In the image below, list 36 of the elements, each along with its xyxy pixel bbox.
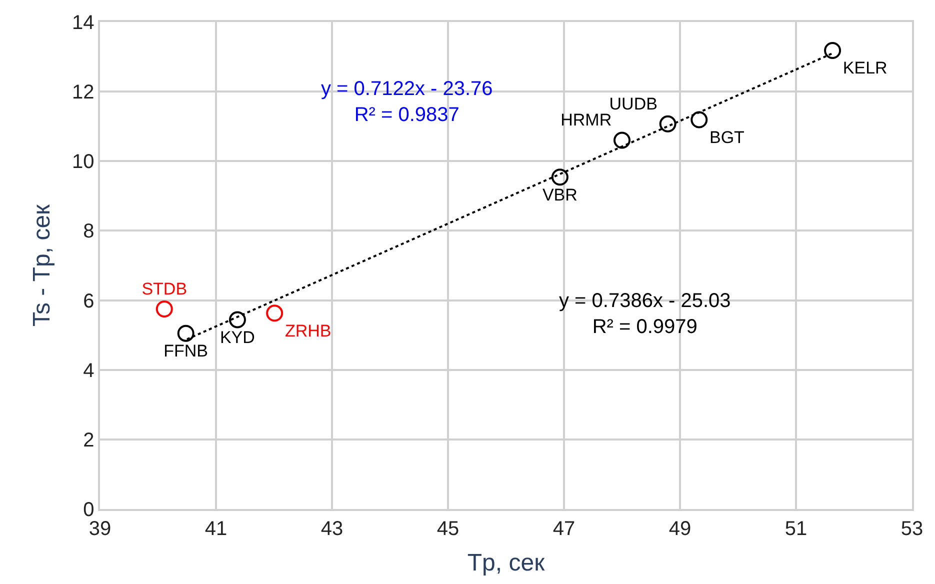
point [551, 168, 568, 186]
annotation: y = 0.7122x - 23.76 R² = 0.9837 [321, 78, 493, 126]
y-tick-label: 12 [72, 82, 94, 104]
series-label: ZRHB [284, 321, 332, 340]
series-label: BGT [710, 128, 744, 147]
y-tick-label: 14 [72, 12, 94, 34]
point [690, 111, 708, 128]
point [156, 300, 173, 318]
x-tick-label: 49 [668, 518, 692, 540]
y-tick-label: 6 [83, 290, 94, 312]
x-tick-label: 47 [552, 518, 576, 540]
y-axis-title: Ts - Tp, сек [28, 204, 56, 327]
point [659, 115, 676, 132]
y-tick-label: 2 [83, 429, 94, 452]
annotation: y = 0.7386x - 25.03 R² = 0.9979 [559, 290, 731, 338]
point [266, 304, 284, 322]
series-label: STDB [142, 279, 188, 298]
series-label: HRMR [560, 110, 612, 130]
point [824, 42, 842, 60]
series-label: VBR [542, 185, 578, 204]
series-label: FFNB [164, 341, 208, 360]
x-tick-label: 41 [204, 518, 228, 540]
y-tick-label: 10 [72, 151, 94, 174]
x-axis-title: Tp, сек [467, 550, 546, 577]
series-label: KELR [842, 58, 888, 78]
series-label: KYD [220, 328, 255, 347]
series-label: UUDB [609, 94, 658, 114]
y-tick-label: 8 [83, 220, 94, 243]
x-tick-label: 53 [900, 518, 924, 540]
point [228, 311, 246, 328]
y-tick-label: 4 [83, 360, 94, 382]
x-tick-label: 43 [320, 518, 344, 540]
x-tick-label: 45 [436, 518, 460, 540]
x-tick-label: 51 [784, 518, 808, 540]
point [614, 132, 630, 149]
point [177, 324, 194, 342]
